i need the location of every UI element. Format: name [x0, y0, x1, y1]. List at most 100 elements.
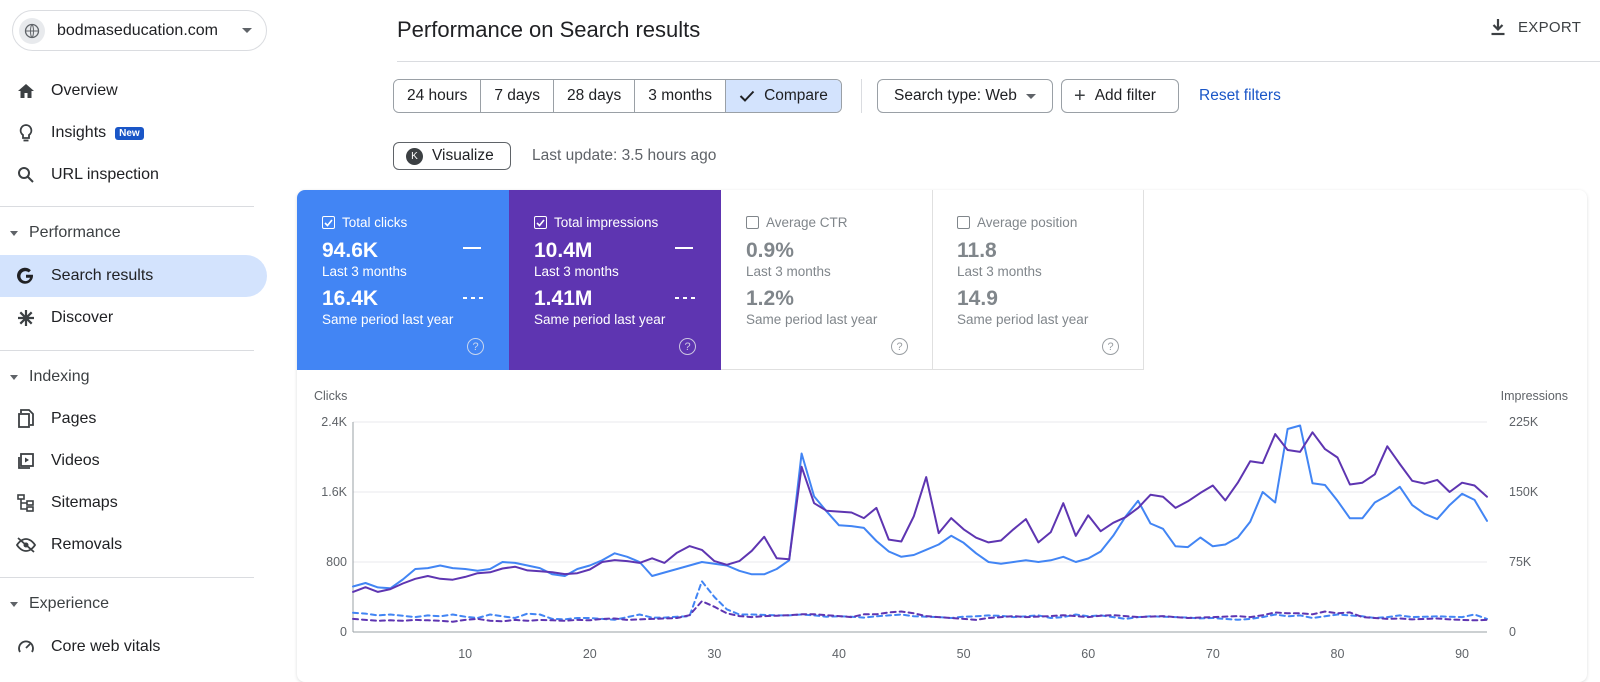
download-icon: [1491, 19, 1505, 36]
range-compare-label: Compare: [764, 87, 828, 104]
last-update-text: Last update: 3.5 hours ago: [532, 147, 717, 164]
section-label: Performance: [29, 224, 121, 241]
section-experience[interactable]: Experience: [0, 589, 109, 619]
checkbox-checked-icon[interactable]: [534, 216, 547, 229]
sidebar-item-label: Overview: [51, 82, 118, 99]
metric-previous-value: 1.2%: [746, 287, 794, 310]
lightbulb-icon: [16, 123, 36, 143]
eye-off-icon: [16, 535, 36, 555]
sidebar-item-label: Removals: [51, 536, 123, 553]
series-line-2[interactable]: [352, 580, 1488, 621]
search-icon: [16, 165, 36, 185]
visualize-icon: K: [406, 147, 423, 165]
checkbox-empty-icon[interactable]: [746, 216, 759, 229]
add-filter-label: Add filter: [1094, 87, 1156, 104]
metric-current-value: 10.4M: [534, 239, 593, 262]
solid-line-legend-icon: [675, 247, 693, 249]
property-selector[interactable]: bodmaseducation.com: [12, 10, 267, 51]
sidebar-item-sitemaps[interactable]: Sitemaps: [0, 482, 267, 524]
x-tick-label: 10: [458, 647, 472, 661]
chevron-down-icon[interactable]: [242, 28, 252, 33]
sidebar-item-overview[interactable]: Overview: [0, 70, 267, 112]
x-axis-ticks: 10 20 30 40 50 60 70 80 90: [458, 647, 1469, 661]
metric-label: Total clicks: [342, 215, 408, 230]
section-indexing[interactable]: Indexing: [0, 362, 90, 392]
reset-filters-link[interactable]: Reset filters: [1199, 87, 1281, 104]
sidebar-item-pages[interactable]: Pages: [0, 398, 267, 440]
date-range-group: 24 hours 7 days 28 days 3 months Compare: [393, 79, 842, 113]
metric-current-value: 0.9%: [746, 239, 794, 262]
help-icon[interactable]: ?: [679, 338, 696, 355]
check-icon: [739, 90, 755, 102]
sidebar-item-removals[interactable]: Removals: [0, 524, 267, 566]
export-button[interactable]: EXPORT: [1490, 18, 1581, 36]
metric-previous-period: Same period last year: [534, 312, 666, 327]
add-filter-button[interactable]: + Add filter: [1061, 79, 1179, 113]
help-icon[interactable]: ?: [1102, 338, 1119, 355]
solid-line-legend-icon: [463, 247, 481, 249]
sidebar-divider: [0, 206, 254, 207]
search-type-dropdown[interactable]: Search type: Web: [877, 79, 1053, 113]
performance-chart[interactable]: Clicks Impressions 0 800 1.6K 2.4K 0 75K 150K…: [297, 388, 1587, 668]
collapse-icon: [10, 230, 18, 236]
range-24-hours[interactable]: 24 hours: [394, 80, 482, 112]
asterisk-icon: [16, 308, 36, 328]
checkbox-checked-icon[interactable]: [322, 216, 335, 229]
google-icon: [16, 266, 36, 286]
range-3-months[interactable]: 3 months: [635, 80, 727, 112]
x-tick-label: 80: [1331, 647, 1345, 661]
metric-current-period: Last 3 months: [534, 264, 619, 279]
range-compare[interactable]: Compare: [726, 80, 841, 112]
y-axis-left-label: Clicks: [314, 389, 347, 403]
metric-average-ctr[interactable]: Average CTR 0.9% Last 3 months 1.2% Same…: [721, 190, 933, 370]
sidebar-item-label: Core web vitals: [51, 638, 161, 655]
x-tick-label: 50: [957, 647, 971, 661]
y-right-tick-label: 150K: [1509, 485, 1539, 499]
x-tick-label: 60: [1081, 647, 1095, 661]
range-28-days[interactable]: 28 days: [554, 80, 636, 112]
sidebar-divider: [0, 350, 254, 351]
y-axis-left-ticks: 0 800 1.6K 2.4K: [321, 415, 347, 639]
metric-previous-period: Same period last year: [322, 312, 454, 327]
y-left-tick-label: 800: [326, 555, 347, 569]
help-icon[interactable]: ?: [891, 338, 908, 355]
help-icon[interactable]: ?: [467, 338, 484, 355]
metric-current-period: Last 3 months: [322, 264, 407, 279]
dashed-line-legend-icon: [675, 297, 695, 299]
header-divider: [397, 61, 1600, 62]
pages-icon: [16, 409, 36, 429]
sidebar-item-search-results[interactable]: Search results: [0, 255, 267, 297]
range-7-days[interactable]: 7 days: [481, 80, 554, 112]
checkbox-empty-icon[interactable]: [957, 216, 970, 229]
x-tick-label: 70: [1206, 647, 1220, 661]
sidebar-item-label: Search results: [51, 267, 154, 284]
sidebar-item-label: Discover: [51, 309, 114, 326]
series-line-1[interactable]: [352, 431, 1488, 593]
sidebar-item-videos[interactable]: Videos: [0, 440, 267, 482]
y-left-tick-label: 1.6K: [321, 485, 347, 499]
sidebar-item-discover[interactable]: Discover: [0, 297, 267, 339]
x-tick-label: 20: [583, 647, 597, 661]
gauge-icon: [16, 637, 36, 657]
sidebar-item-label: Insights: [51, 124, 107, 141]
metric-label: Average position: [977, 215, 1078, 230]
metric-current-period: Last 3 months: [957, 264, 1042, 279]
series-line-0[interactable]: [352, 424, 1488, 590]
search-type-label: Search type: Web: [894, 87, 1017, 104]
visualize-button[interactable]: K Visualize: [393, 142, 511, 170]
metric-current-period: Last 3 months: [746, 264, 831, 279]
metric-average-position[interactable]: Average position 11.8 Last 3 months 14.9…: [932, 190, 1144, 370]
sidebar-item-insights[interactable]: Insights New: [0, 112, 267, 154]
sidebar-item-url-inspection[interactable]: URL inspection: [0, 154, 267, 196]
sidebar-item-core-web-vitals[interactable]: Core web vitals: [0, 626, 267, 668]
metric-total-clicks[interactable]: Total clicks 94.6K Last 3 months 16.4K S…: [297, 190, 509, 370]
series-line-3[interactable]: [352, 600, 1488, 623]
metric-current-value: 94.6K: [322, 239, 379, 262]
sitemap-icon: [16, 493, 36, 513]
metric-total-impressions[interactable]: Total impressions 10.4M Last 3 months 1.…: [509, 190, 721, 370]
chevron-down-icon: [1026, 93, 1036, 99]
section-performance[interactable]: Performance: [0, 218, 121, 248]
chart-series: [352, 424, 1488, 623]
chart-gridlines: [352, 421, 1487, 633]
section-label: Indexing: [29, 368, 90, 385]
